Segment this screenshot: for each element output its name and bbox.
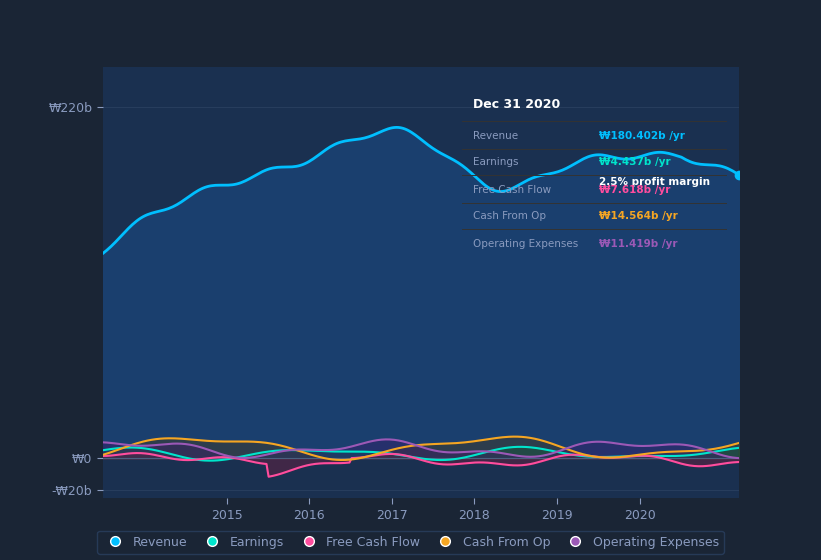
Legend: Revenue, Earnings, Free Cash Flow, Cash From Op, Operating Expenses: Revenue, Earnings, Free Cash Flow, Cash … (97, 531, 724, 554)
Text: ₩180.402b /yr: ₩180.402b /yr (599, 130, 686, 141)
Text: Dec 31 2020: Dec 31 2020 (473, 98, 560, 111)
Text: ₩11.419b /yr: ₩11.419b /yr (599, 239, 678, 249)
Text: ₩14.564b /yr: ₩14.564b /yr (599, 211, 678, 221)
Text: ₩7.618b /yr: ₩7.618b /yr (599, 185, 671, 195)
Text: 2.5% profit margin: 2.5% profit margin (599, 176, 710, 186)
Text: Free Cash Flow: Free Cash Flow (473, 185, 551, 195)
Text: Earnings: Earnings (473, 157, 518, 167)
Text: Revenue: Revenue (473, 130, 518, 141)
Text: ₩4.437b /yr: ₩4.437b /yr (599, 157, 671, 167)
Text: Cash From Op: Cash From Op (473, 211, 546, 221)
Text: Operating Expenses: Operating Expenses (473, 239, 578, 249)
